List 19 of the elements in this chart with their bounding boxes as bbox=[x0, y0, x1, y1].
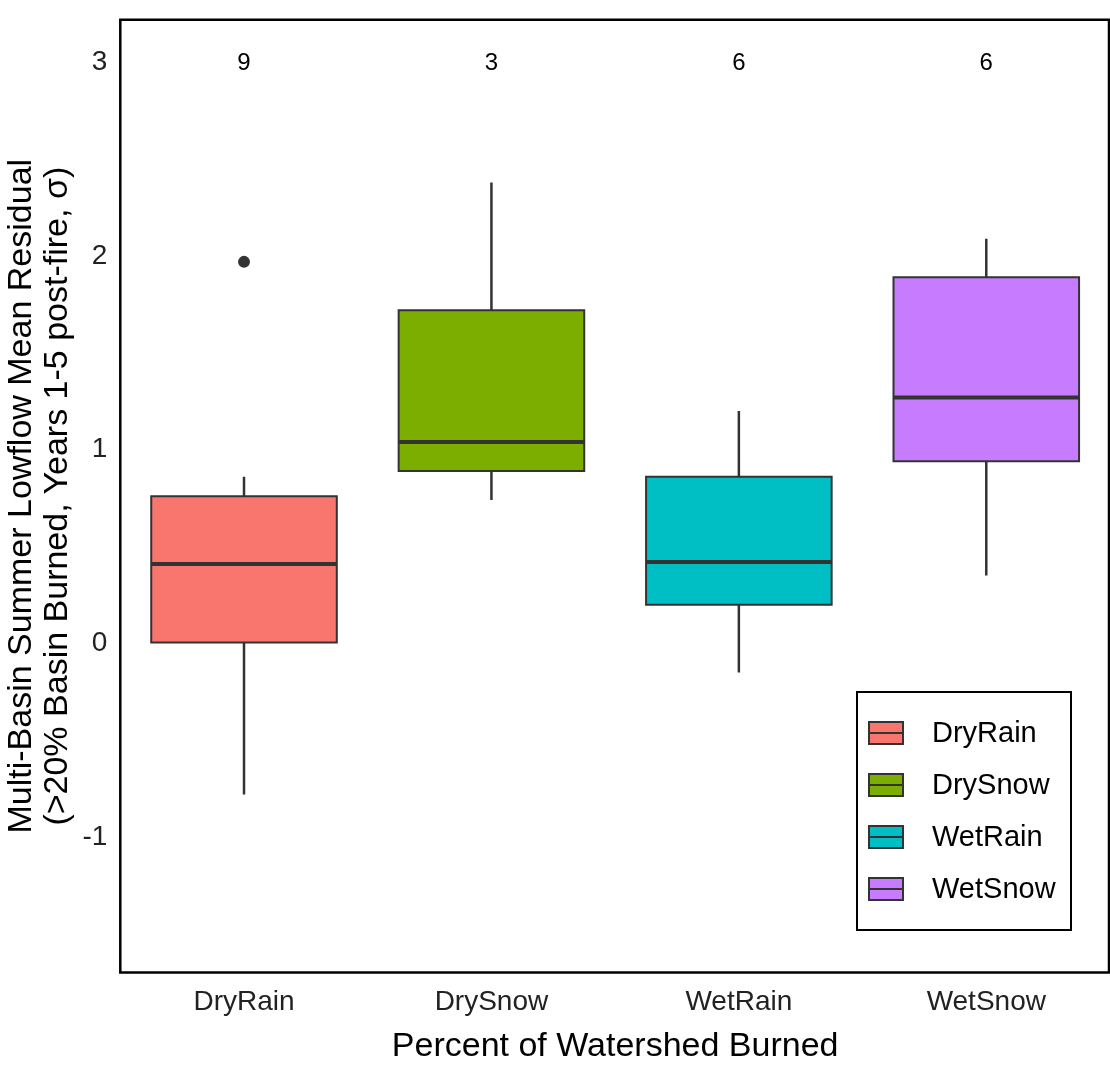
annotation: 3 bbox=[484, 48, 499, 76]
legend-label: WetSnow bbox=[932, 872, 1056, 906]
legend-label: DryRain bbox=[932, 716, 1037, 750]
x-tick-label: DryRain bbox=[193, 985, 295, 1017]
x-tick-label: DrySnow bbox=[434, 985, 549, 1017]
legend-label: WetRain bbox=[932, 820, 1043, 854]
y-axis-title: Multi-Basin Summer Lowflow Mean Residual (>20% Basin Burned, Years 1-5 post-fire, σ) bbox=[0, 158, 74, 834]
y-tick-label: 3 bbox=[91, 45, 108, 77]
y-tick-label: -1 bbox=[82, 819, 108, 851]
annotation: 6 bbox=[732, 48, 746, 76]
x-tick-label: WetRain bbox=[685, 985, 793, 1017]
annotation: 6 bbox=[979, 48, 993, 76]
y-tick-label: 0 bbox=[91, 626, 108, 658]
legend-label: DrySnow bbox=[932, 768, 1050, 802]
y-tick-label: 1 bbox=[91, 432, 108, 464]
x-axis-title: Percent of Watershed Burned bbox=[391, 1024, 839, 1063]
y-tick-label: 2 bbox=[91, 238, 108, 270]
annotation: 9 bbox=[237, 48, 251, 76]
x-tick-label: WetSnow bbox=[926, 985, 1047, 1017]
